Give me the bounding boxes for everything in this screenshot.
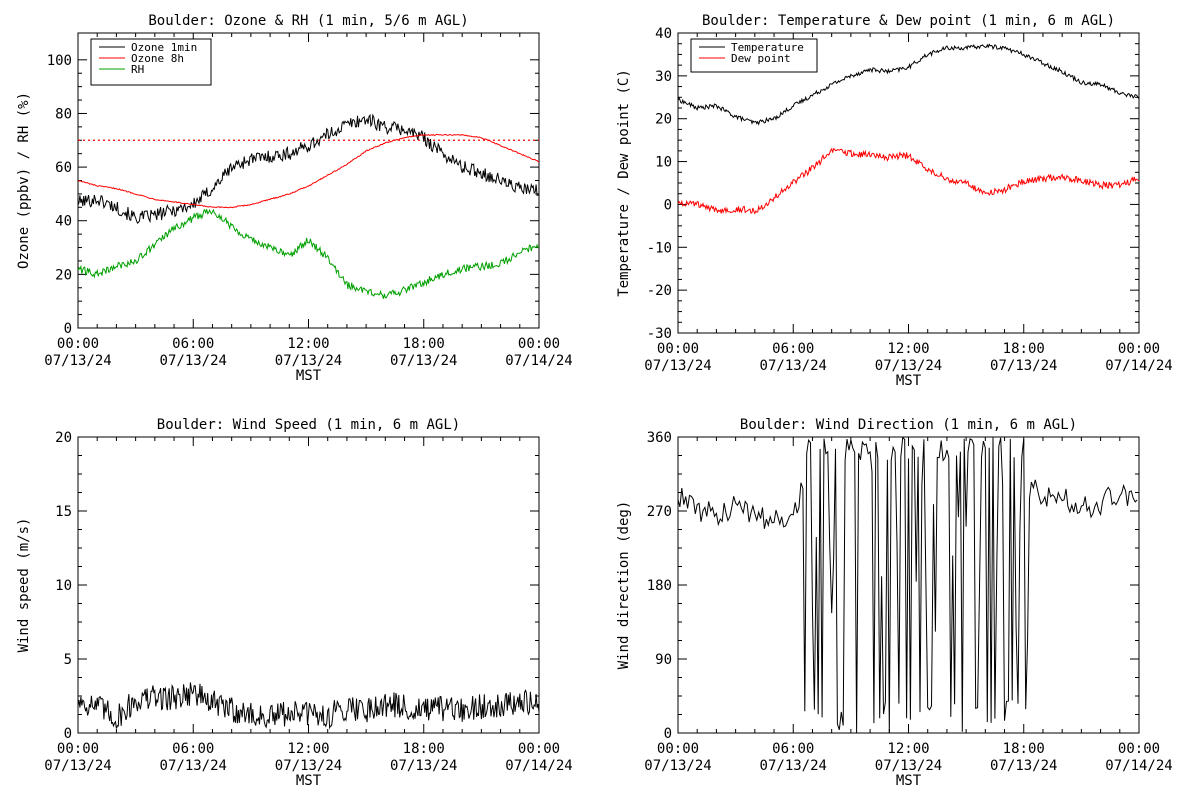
y-tick-label: 90 <box>655 652 672 668</box>
x-tick-time: 00:00 <box>657 341 699 357</box>
legend-label: Dew point <box>731 52 791 65</box>
x-tick-date: 07/13/24 <box>160 353 227 369</box>
x-tick-date: 07/14/24 <box>1105 758 1172 774</box>
x-tick-date: 07/14/24 <box>505 758 572 774</box>
y-tick-label: 40 <box>655 26 672 42</box>
x-tick-time: 00:00 <box>518 336 560 352</box>
x-tick-time: 18:00 <box>1003 741 1045 757</box>
chart-title: Boulder: Wind Direction (1 min, 6 m AGL) <box>740 417 1077 433</box>
x-tick-time: 06:00 <box>172 741 214 757</box>
y-tick-label: 270 <box>647 504 672 520</box>
plot-frame <box>677 32 1140 334</box>
series-line-dew-point <box>678 147 1139 215</box>
x-tick-date: 07/13/24 <box>390 758 457 774</box>
x-tick-date: 07/13/24 <box>990 758 1057 774</box>
y-tick-label: -20 <box>647 283 672 299</box>
y-tick-label: 0 <box>64 726 72 742</box>
x-tick-date: 07/13/24 <box>275 353 342 369</box>
x-tick-date: 07/13/24 <box>644 758 711 774</box>
y-axis-label: Wind direction (deg) <box>616 501 632 670</box>
y-tick-label: -10 <box>647 240 672 256</box>
y-tick-label: 15 <box>55 504 72 520</box>
x-tick-date: 07/13/24 <box>990 358 1057 374</box>
x-axis-label: MST <box>896 773 922 789</box>
y-tick-label: 180 <box>647 578 672 594</box>
x-tick-date: 07/13/24 <box>760 758 827 774</box>
y-tick-label: 20 <box>655 112 672 128</box>
y-axis-label: Wind speed (m/s) <box>16 518 32 653</box>
y-tick-label: 0 <box>664 197 672 213</box>
x-tick-date: 07/14/24 <box>1105 358 1172 374</box>
chart-temp-dew: Boulder: Temperature & Dew point (1 min,… <box>616 13 1173 389</box>
y-axis-label: Temperature / Dew point (C) <box>616 69 632 297</box>
x-tick-time: 06:00 <box>772 741 814 757</box>
series-line-ozone-8h <box>78 133 539 209</box>
x-tick-date: 07/13/24 <box>760 358 827 374</box>
y-tick-label: 60 <box>55 160 72 176</box>
y-tick-label: 0 <box>664 726 672 742</box>
x-tick-date: 07/13/24 <box>160 758 227 774</box>
y-tick-label: 100 <box>47 53 72 69</box>
legend-box <box>690 38 818 73</box>
x-tick-date: 07/13/24 <box>275 758 342 774</box>
x-tick-time: 18:00 <box>403 741 445 757</box>
x-tick-time: 00:00 <box>1118 741 1160 757</box>
y-tick-label: 360 <box>647 430 672 446</box>
x-tick-time: 06:00 <box>172 336 214 352</box>
x-tick-time: 06:00 <box>772 341 814 357</box>
chart-title: Boulder: Wind Speed (1 min, 6 m AGL) <box>157 417 460 433</box>
x-axis-label: MST <box>296 773 322 789</box>
chart-wind-dir: Boulder: Wind Direction (1 min, 6 m AGL)… <box>616 417 1173 789</box>
x-tick-date: 07/14/24 <box>505 353 572 369</box>
series-line-temperature <box>678 43 1139 126</box>
legend-label: Ozone 8h <box>131 52 184 65</box>
chart-title: Boulder: Ozone & RH (1 min, 5/6 m AGL) <box>148 13 468 29</box>
chart-wind-speed: Boulder: Wind Speed (1 min, 6 m AGL) 0 5 10… <box>16 417 573 789</box>
x-tick-time: 12:00 <box>887 341 929 357</box>
x-tick-date: 07/13/24 <box>44 353 111 369</box>
y-tick-label: 10 <box>655 155 672 171</box>
chart-title: Boulder: Temperature & Dew point (1 min,… <box>702 13 1115 29</box>
chart-ozone-rh: Boulder: Ozone & RH (1 min, 5/6 m AGL) 0 2… <box>16 13 573 384</box>
series-line-rh <box>78 208 539 299</box>
x-tick-time: 12:00 <box>287 741 329 757</box>
x-tick-date: 07/13/24 <box>44 758 111 774</box>
y-tick-label: 20 <box>55 430 72 446</box>
x-tick-date: 07/13/24 <box>875 758 942 774</box>
y-tick-label: 0 <box>64 321 72 337</box>
y-tick-label: 10 <box>55 578 72 594</box>
legend-label: Ozone 1min <box>131 41 197 54</box>
legend-label: Temperature <box>731 41 804 54</box>
x-tick-time: 18:00 <box>403 336 445 352</box>
x-axis-label: MST <box>896 373 922 389</box>
series-line-wind-dir <box>678 437 1138 733</box>
y-tick-label: 40 <box>55 214 72 230</box>
x-tick-date: 07/13/24 <box>644 358 711 374</box>
y-tick-label: 5 <box>64 652 72 668</box>
x-tick-time: 00:00 <box>657 741 699 757</box>
x-tick-time: 12:00 <box>887 741 929 757</box>
y-tick-label: 20 <box>55 267 72 283</box>
x-tick-time: 00:00 <box>518 741 560 757</box>
x-tick-date: 07/13/24 <box>875 358 942 374</box>
x-tick-time: 12:00 <box>287 336 329 352</box>
legend-label: RH <box>131 63 144 76</box>
series-line-ozone-1min <box>78 113 539 224</box>
y-tick-label: 30 <box>655 69 672 85</box>
y-tick-label: 80 <box>55 106 72 122</box>
x-axis-label: MST <box>296 368 322 384</box>
x-tick-time: 00:00 <box>57 741 99 757</box>
x-tick-time: 18:00 <box>1003 341 1045 357</box>
x-tick-time: 00:00 <box>57 336 99 352</box>
series-line-wind-speed <box>78 682 539 730</box>
y-tick-label: -30 <box>647 326 672 342</box>
x-tick-date: 07/13/24 <box>390 353 457 369</box>
y-axis-label: Ozone (ppbv) / RH (%) <box>16 92 32 269</box>
x-tick-time: 00:00 <box>1118 341 1160 357</box>
